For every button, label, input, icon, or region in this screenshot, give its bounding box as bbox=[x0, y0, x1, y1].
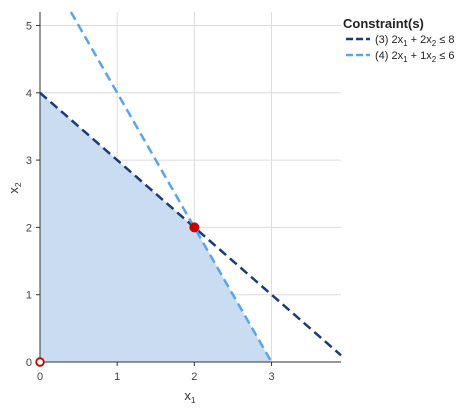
legend-label-3: (3) 2x1 + 2x2 ≤ 8 bbox=[375, 34, 454, 48]
optimal-point bbox=[189, 222, 200, 233]
y-tick-label: 0 bbox=[26, 357, 32, 369]
x-tick-label: 0 bbox=[37, 371, 43, 383]
y-axis-title: x2 bbox=[6, 182, 23, 194]
x-axis-title: x1 bbox=[184, 388, 196, 405]
constraint-line-4 bbox=[69, 11, 273, 363]
constraint-line-3 bbox=[39, 91, 342, 357]
y-tick-label: 4 bbox=[26, 88, 32, 100]
points-layer bbox=[35, 222, 200, 367]
legend-title: Constraint(s) bbox=[343, 16, 424, 31]
x-tick-label: 2 bbox=[191, 371, 197, 383]
y-tick-label: 3 bbox=[26, 155, 32, 167]
y-tick-label: 5 bbox=[26, 20, 32, 32]
y-tick-label: 1 bbox=[26, 290, 32, 302]
legend-label-4: (4) 2x1 + 1x2 ≤ 6 bbox=[375, 50, 454, 64]
legend: Constraint(s) (3) 2x1 + 2x2 ≤ 8 (4) 2x1 +… bbox=[343, 16, 454, 64]
axes bbox=[36, 12, 341, 366]
tick-labels: 0 1 2 3 0 1 2 3 4 5 bbox=[26, 20, 275, 383]
y-tick-label: 2 bbox=[26, 222, 32, 234]
x-tick-label: 3 bbox=[268, 371, 274, 383]
feasible-region-layer bbox=[40, 92, 272, 363]
constraint-lines bbox=[39, 11, 342, 363]
origin-point bbox=[35, 357, 45, 367]
x-tick-label: 1 bbox=[114, 371, 120, 383]
feasible-region bbox=[40, 92, 272, 363]
